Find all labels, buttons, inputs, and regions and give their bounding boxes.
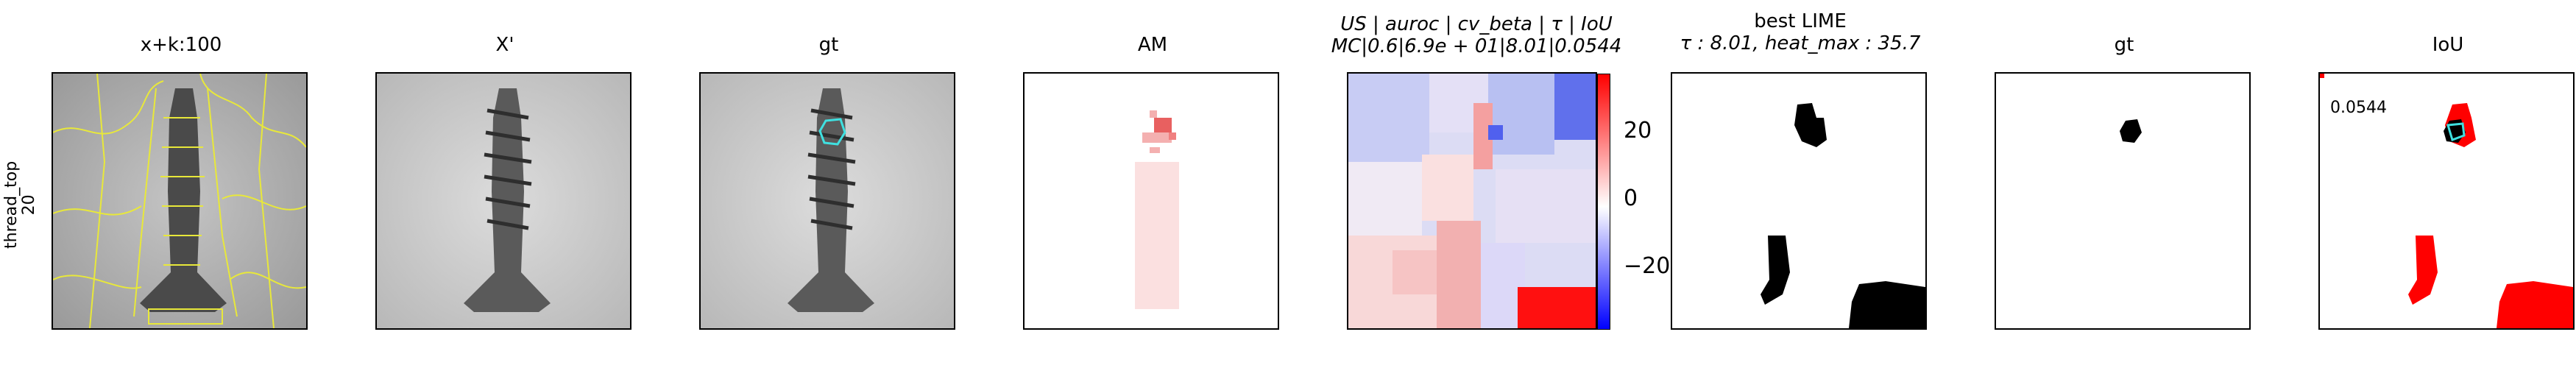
colorbar-tick-20: 20 [1624,118,1652,144]
gt-contour [818,118,846,146]
iou-map [2320,74,2573,328]
panel-us-heatmap [1347,72,1597,330]
panel-title-4: AM [1137,34,1168,56]
panel-title-6: best LIME τ : 8.01, heat_max : 35.7 [1646,10,1955,54]
gt-mask [1996,74,2249,328]
gt-image [701,74,954,328]
us-heatmap [1348,74,1596,328]
colorbar-tick-neg20: −20 [1624,253,1671,279]
panel-title-5-line1: US | auroc | cv_beta | τ | IoU [1340,13,1613,35]
screw-shape [140,88,227,312]
lime-mask [1672,74,1925,328]
panel-title-6-line2: τ : 8.01, heat_max : 35.7 [1680,32,1921,54]
panel-title-6-line1: best LIME [1754,10,1847,32]
panel-title-1: x+k:100 [140,34,222,56]
panel-title-8: IoU [2432,34,2464,56]
row-label-line2: 20 [20,194,38,216]
segmentation-contours [53,74,306,328]
panel-title-2: X' [495,34,514,56]
panel-am [1023,72,1279,330]
am-heatmap [1025,74,1278,328]
panel-title-5-line2: MC|0.6|6.9e + 01|8.01|0.0544 [1331,35,1622,57]
panel-gt-mask [1995,72,2251,330]
colorbar [1597,74,1610,330]
panel-title-5: US | auroc | cv_beta | τ | IoU MC|0.6|6.… [1322,13,1631,57]
panel-gt-image [699,72,955,330]
superpixel-image [53,74,306,328]
row-label-line1: thread_top [2,160,21,249]
colorbar-tick-0: 0 [1624,185,1638,211]
panel-title-3: gt [818,34,839,56]
panel-lime [1671,72,1927,330]
panel-xprime [375,72,631,330]
screw-shape [788,88,874,312]
xprime-image [377,74,630,328]
panel-title-7: gt [2114,34,2134,56]
panel-iou: 0.0544 [2318,72,2575,330]
row-label: thread_top 20 [2,160,38,249]
screw-shape [464,88,551,312]
screw-threads [484,108,532,230]
iou-value: 0.0544 [2330,99,2387,117]
panel-superpixels [52,72,308,330]
